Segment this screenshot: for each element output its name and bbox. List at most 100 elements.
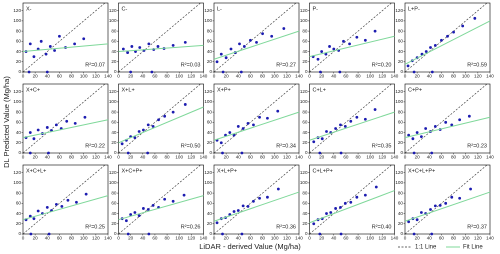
x-tick-label: 60: [57, 74, 63, 79]
plot-frame: [404, 2, 491, 73]
x-tick-label: 140: [104, 155, 112, 160]
data-point: [363, 38, 367, 42]
y-tick-label: 100: [300, 180, 308, 185]
data-point: [66, 198, 70, 202]
fit-line: [309, 111, 395, 141]
x-tick-label: 120: [283, 236, 291, 241]
x-tick-label: 40: [427, 155, 433, 160]
fit-line: [213, 30, 300, 60]
data-point: [126, 232, 130, 236]
data-point: [334, 207, 338, 210]
y-tick-label: 100: [109, 180, 117, 185]
data-point: [412, 151, 416, 155]
y-tick-label: 80: [302, 190, 308, 195]
x-tick-label: 120: [188, 155, 196, 160]
y-tick-label: 20: [111, 59, 117, 64]
data-point: [28, 214, 32, 218]
y-tick-label: 20: [111, 140, 117, 145]
x-tick-label: 120: [92, 74, 100, 79]
x-tick-label: 140: [104, 74, 112, 79]
data-point: [412, 70, 416, 74]
panel-title: X+C+: [26, 87, 40, 93]
y-tick-label: 80: [302, 109, 308, 114]
x-tick-label: 60: [343, 155, 349, 160]
y-tick-label: 100: [109, 99, 117, 104]
data-point: [54, 202, 58, 206]
x-tick-label: 0: [213, 236, 216, 241]
data-point: [461, 24, 465, 28]
y-tick-label: 120: [109, 170, 117, 175]
y-tick-label: 60: [302, 39, 308, 44]
x-tick-label: 80: [69, 236, 75, 241]
r2-annotation: R²=0.23: [467, 143, 487, 149]
y-tick-label: 20: [398, 59, 404, 64]
data-point: [238, 42, 241, 46]
data-point: [355, 115, 359, 119]
data-point: [54, 123, 58, 127]
y-tick-label: 100: [204, 18, 212, 23]
y-tick-label: 0: [305, 231, 308, 236]
data-point: [255, 40, 258, 44]
data-point: [458, 196, 462, 200]
data-point: [258, 115, 261, 119]
data-point: [415, 131, 419, 134]
y-tick-label: 40: [16, 211, 22, 216]
data-point: [450, 123, 454, 127]
y-tick-label: 120: [109, 8, 117, 13]
plot-frame: [22, 2, 109, 73]
one-to-one-line: [404, 83, 488, 154]
data-point: [45, 70, 49, 74]
y-tick-label: 80: [398, 109, 404, 114]
x-tick-label: 20: [224, 74, 230, 79]
y-tick-label: 0: [18, 231, 21, 236]
one-to-one-line: [22, 2, 106, 73]
data-point: [332, 47, 336, 51]
x-tick-label: 140: [200, 236, 208, 241]
data-point: [469, 187, 472, 191]
y-tick-label: 80: [16, 190, 22, 195]
data-point: [452, 30, 455, 34]
x-tick-label: 60: [152, 155, 158, 160]
data-point: [373, 29, 377, 33]
y-tick-label: 0: [209, 69, 212, 74]
x-tick-label: 100: [462, 74, 470, 79]
plot-frame: [22, 164, 109, 235]
data-point: [319, 70, 322, 74]
r2-annotation: R²=0.59: [467, 62, 487, 68]
r2-annotation: R²=0.34: [276, 143, 296, 149]
x-tick-label: 0: [213, 74, 216, 79]
y-tick-label: 20: [16, 59, 22, 64]
y-tick-label: 60: [398, 201, 404, 206]
y-tick-label: 40: [302, 211, 308, 216]
legend-label: Fit Line: [463, 245, 483, 251]
data-point: [318, 232, 322, 236]
data-point: [430, 70, 434, 74]
x-tick-label: 100: [80, 155, 88, 160]
panel-title: L-: [217, 6, 222, 12]
one-to-one-line: [309, 2, 392, 73]
y-tick-label: 120: [204, 89, 212, 94]
panel-title: X+P+: [217, 87, 231, 93]
y-tick-label: 120: [395, 89, 403, 94]
y-tick-label: 60: [302, 120, 308, 125]
y-tick-label: 0: [209, 150, 212, 155]
data-point: [221, 151, 224, 155]
data-point: [73, 42, 77, 46]
y-tick-label: 0: [114, 231, 117, 236]
x-tick-label: 80: [356, 74, 362, 79]
data-point: [219, 141, 223, 145]
data-point: [224, 56, 228, 60]
x-tick-label: 60: [57, 236, 63, 241]
data-point: [146, 151, 150, 155]
x-tick-label: 140: [486, 155, 494, 160]
x-tick-label: 120: [92, 236, 100, 241]
data-point: [342, 39, 345, 43]
data-point: [183, 103, 187, 106]
x-tick-label: 80: [165, 236, 171, 241]
y-tick-label: 60: [398, 39, 404, 44]
y-tick-label: 20: [207, 140, 213, 145]
data-point: [124, 219, 128, 223]
fit-line: [404, 116, 491, 139]
x-tick-label: 20: [33, 74, 39, 79]
panel-title: X+C+L+P+: [408, 168, 435, 174]
